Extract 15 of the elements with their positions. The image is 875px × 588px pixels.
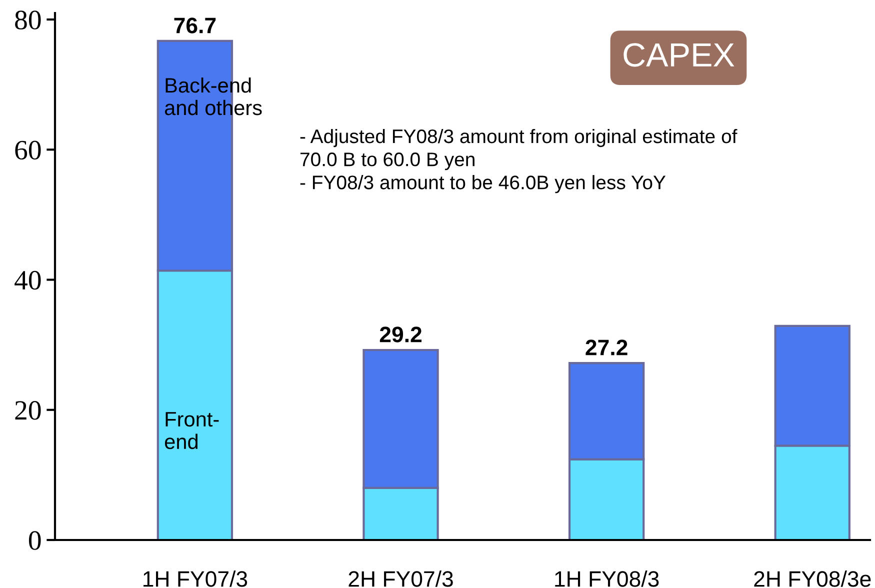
y-tick-label: 60 [15,140,41,160]
total-label: 76.7 [174,18,216,34]
x-tick-label: 1H FY08/3 [555,570,659,587]
x-tick-label: 1H FY07/3 [144,570,248,587]
text: CAPEX [624,43,734,67]
y-tick-label: 40 [14,270,41,290]
annotation: - Adjusted FY08/3 amount from original estimate of 70.0 B to 60.0 B yen - FY08/3 amount to be 46.0B yen less YoY [300,128,738,194]
total-label: 27.2 [586,340,628,356]
x-tick-label: 2H FY08/3e [754,570,871,587]
series-label: Front- end [164,412,219,450]
y-tick-label: 20 [15,401,41,420]
total-label: 29.2 [380,326,422,342]
y-tick-label: 0 [28,531,41,550]
y-tick-label: 80 [15,10,41,30]
x-tick-label: 2H FY07/3 [348,570,453,587]
